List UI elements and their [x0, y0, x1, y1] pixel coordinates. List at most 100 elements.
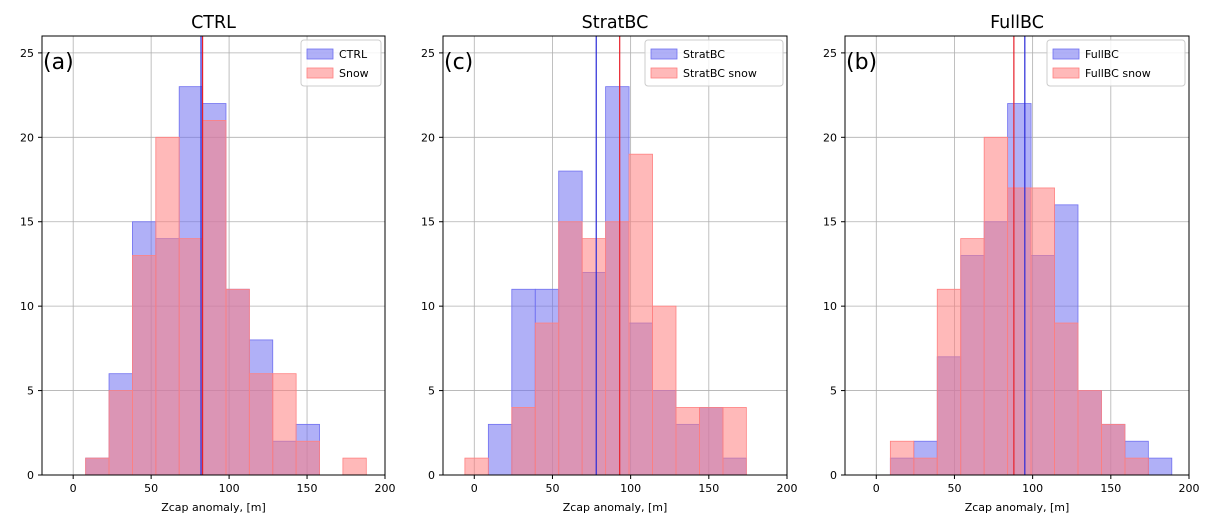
x-tick-label: 0	[70, 482, 77, 495]
x-tick-label: 150	[1100, 482, 1121, 495]
histogram-bar	[295, 440, 320, 476]
legend: FullBC FullBC snow	[1046, 39, 1186, 87]
histogram-bar	[132, 255, 157, 476]
x-tick-label: 200	[777, 482, 798, 495]
histogram-bar	[202, 120, 227, 476]
chart-panel-2: 0 50 100 150 200 0 5 10 15 20 25 StratBC Zcap anomal…	[421, 13, 798, 514]
x-axis-label: Zcap anomaly, [m]	[563, 501, 668, 514]
y-tick-label: 5	[27, 385, 34, 398]
legend-swatch	[650, 48, 678, 60]
histogram-bar	[85, 457, 110, 476]
histogram-bar	[960, 238, 985, 476]
x-tick-label: 50	[545, 482, 559, 495]
axes-frame	[442, 35, 788, 476]
x-tick-label: 100	[1022, 482, 1043, 495]
x-tick-label: 150	[698, 482, 719, 495]
legend-swatch	[306, 67, 334, 79]
histogram-bar	[108, 390, 133, 476]
histogram-bar	[272, 373, 297, 476]
legend-swatch	[306, 48, 334, 60]
histogram-bar	[722, 407, 747, 476]
y-tick-label: 25	[20, 47, 34, 60]
y-tick-label: 20	[823, 131, 837, 144]
y-tick-label: 15	[20, 216, 34, 229]
y-tick-label: 15	[421, 216, 435, 229]
axes-frame	[844, 35, 1190, 476]
histogram-bar	[1007, 187, 1032, 476]
x-tick-label: 150	[297, 482, 318, 495]
y-tick-label: 10	[20, 300, 34, 313]
y-tick-label: 25	[421, 47, 435, 60]
histogram-bar	[342, 457, 367, 476]
legend-label: FullBC	[1085, 48, 1119, 61]
x-axis-label: Zcap anomaly, [m]	[965, 501, 1070, 514]
y-tick-label: 10	[421, 300, 435, 313]
histogram-bar	[225, 288, 250, 476]
histogram-bar	[675, 407, 700, 476]
legend-label: FullBC snow	[1085, 67, 1151, 80]
legend-swatch	[650, 67, 678, 79]
y-tick-label: 5	[428, 385, 435, 398]
histogram-bar	[248, 373, 274, 476]
histogram-bar	[936, 288, 962, 476]
x-tick-label: 50	[144, 482, 158, 495]
x-tick-label: 0	[873, 482, 880, 495]
histogram-bar	[983, 136, 1009, 476]
legend-label: StratBC snow	[683, 67, 757, 80]
y-tick-label: 0	[830, 469, 837, 482]
legend-label: CTRL	[339, 48, 368, 61]
x-tick-label: 50	[947, 482, 961, 495]
chart-title: CTRL	[191, 13, 236, 33]
axes-frame	[41, 35, 386, 476]
chart-panel-3: 0 50 100 150 200 0 5 10 15 20 25 FullBC Zcap anomaly…	[823, 13, 1200, 514]
histogram-bar	[534, 322, 560, 476]
histogram-bar	[913, 457, 938, 476]
y-tick-label: 20	[421, 131, 435, 144]
y-tick-label: 20	[20, 131, 34, 144]
histogram-bar	[178, 238, 203, 476]
legend: CTRL Snow	[300, 39, 382, 87]
legend-swatch	[1052, 48, 1080, 60]
y-tick-label: 0	[428, 469, 435, 482]
histogram-bar	[628, 153, 653, 476]
y-tick-label: 15	[823, 216, 837, 229]
x-tick-label: 100	[219, 482, 240, 495]
panel-label: (b)	[846, 50, 877, 75]
x-tick-label: 200	[375, 482, 396, 495]
histogram-bar	[1030, 187, 1055, 476]
histogram-bar	[1124, 457, 1149, 476]
histogram-bar	[487, 423, 513, 476]
histogram-bar	[1054, 322, 1079, 476]
y-tick-label: 25	[823, 47, 837, 60]
histogram-bar	[1101, 423, 1126, 476]
legend: StratBC StratBC snow	[644, 39, 784, 87]
legend-box	[1046, 39, 1186, 87]
histogram-bar	[1147, 457, 1173, 476]
histogram-bar	[652, 305, 677, 476]
histogram-bar	[581, 238, 607, 476]
histogram-bar	[558, 221, 583, 476]
x-tick-label: 100	[620, 482, 641, 495]
chart-title: FullBC	[990, 13, 1044, 33]
x-axis-label: Zcap anomaly, [m]	[161, 501, 266, 514]
legend-label: StratBC	[683, 48, 725, 61]
panel-label: (c)	[444, 50, 473, 75]
legend-swatch	[1052, 67, 1080, 79]
legend-box	[644, 39, 784, 87]
histogram-bar	[699, 407, 724, 476]
histogram-bar	[511, 407, 536, 476]
chart-panel-1: 0 50 100 150 200 0 5 10 15 20 25 CTRL Zcap anomaly, …	[20, 13, 396, 514]
chart-title: StratBC	[582, 13, 649, 33]
histogram-bar	[605, 221, 630, 476]
y-tick-label: 0	[27, 469, 34, 482]
histogram-bar	[889, 440, 915, 476]
series-2	[85, 120, 367, 476]
x-tick-label: 200	[1179, 482, 1200, 495]
histogram-bar	[1077, 390, 1102, 476]
legend-label: Snow	[339, 67, 369, 80]
x-tick-label: 0	[471, 482, 478, 495]
y-tick-label: 10	[823, 300, 837, 313]
panel-label: (a)	[43, 50, 74, 75]
y-tick-label: 5	[830, 385, 837, 398]
